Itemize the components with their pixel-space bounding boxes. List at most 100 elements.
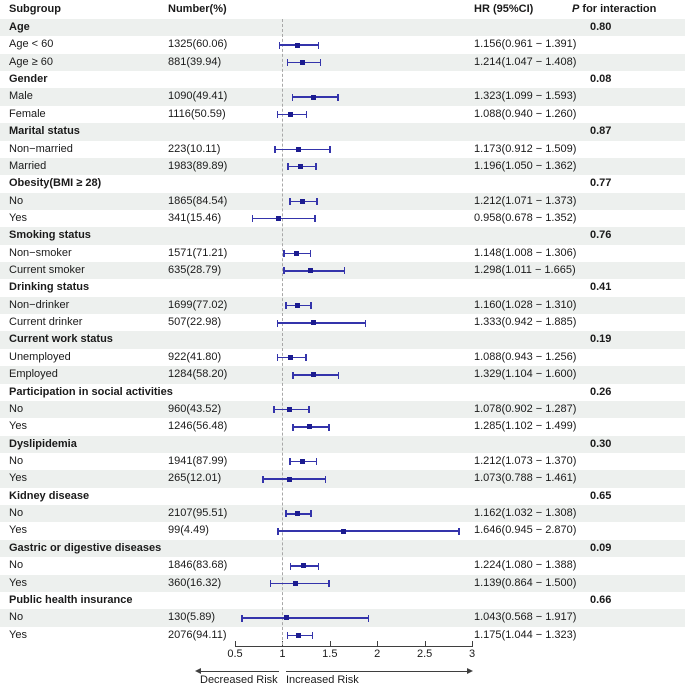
subgroup-label: No <box>9 611 24 624</box>
ci-cap-low <box>292 371 294 379</box>
x-axis-tick-label: 2 <box>374 648 381 660</box>
number-percent-value: 1246(56.48) <box>168 420 228 433</box>
group-label: Drinking status <box>9 281 90 294</box>
ci-cap-high <box>317 41 320 49</box>
number-percent-value: 960(43.52) <box>168 402 222 415</box>
ci-cap-low <box>285 510 287 518</box>
ci-cap-high <box>328 579 330 587</box>
hr-ci-value: 1.646(0.945 − 2.870) <box>474 524 577 537</box>
ci-cap-low <box>276 111 279 119</box>
hr-ci-value: 1.323(1.099 − 1.593) <box>474 90 577 103</box>
forest-rows: Age 0.80 Age < 60 1325(60.06) 1.156(0.961 − … <box>0 19 685 644</box>
group-label: Current work status <box>9 333 113 346</box>
subgroup-label: Non−smoker <box>9 246 72 259</box>
x-axis-line <box>235 646 473 647</box>
number-percent-value: 2107(95.51) <box>168 507 228 520</box>
table-row: Non−smoker 1571(71.21) 1.148(1.008 − 1.306… <box>0 245 685 262</box>
p-header-rest: for interaction <box>579 3 657 15</box>
group-row: Age 0.80 <box>0 19 685 37</box>
ci-cap-high <box>305 354 307 362</box>
ci-cap-high <box>310 510 312 518</box>
group-label: Dyslipidemia <box>9 437 77 450</box>
ci-cap-low <box>286 59 289 67</box>
number-percent-value: 1325(60.06) <box>168 38 228 51</box>
p-interaction-value: 0.76 <box>590 229 612 242</box>
group-label: Obesity(BMI ≥ 28) <box>9 177 102 190</box>
hr-ci-value: 1.162(1.032 − 1.308) <box>474 507 577 520</box>
number-percent-value: 1865(84.54) <box>168 194 228 207</box>
ci-cap-low <box>277 527 279 535</box>
subgroup-label: Married <box>9 159 47 172</box>
subgroup-label: Age ≥ 60 <box>9 55 53 68</box>
ci-cap-low <box>291 93 294 101</box>
reference-line <box>282 19 283 645</box>
hr-ci-value: 1.175(1.044 − 1.323) <box>474 628 577 641</box>
group-label: Gender <box>9 73 48 86</box>
p-interaction-value: 0.80 <box>590 21 612 33</box>
p-interaction-value: 0.41 <box>590 281 612 294</box>
p-interaction-value: 0.65 <box>590 489 612 502</box>
ci-cap-high <box>311 631 314 639</box>
ci-cap-high <box>305 111 308 119</box>
ci-cap-low <box>241 614 243 622</box>
number-percent-value: 130(5.89) <box>168 611 216 624</box>
hr-ci-value: 1.298(1.011 − 1.665) <box>474 264 576 277</box>
subgroup-label: Yes <box>9 472 27 485</box>
subgroup-label: Yes <box>9 211 27 224</box>
hr-ci-value: 1.088(0.940 − 1.260) <box>474 107 577 120</box>
group-row: Public health insurance 0.66 <box>0 592 685 609</box>
hr-ci-value: 1.043(0.568 − 1.917) <box>474 611 577 624</box>
x-axis-tick <box>329 641 331 646</box>
hr-ci-value: 1.160(1.028 − 1.310) <box>474 298 577 311</box>
subgroup-label: No <box>9 402 24 415</box>
number-percent-value: 99(4.49) <box>168 524 209 537</box>
p-interaction-value: 0.77 <box>590 177 612 190</box>
ci-cap-low <box>287 163 289 171</box>
ci-cap-high <box>364 319 367 327</box>
ci-cap-low <box>262 475 264 483</box>
hr-point-marker <box>296 146 302 152</box>
group-row: Drinking status 0.41 <box>0 279 685 296</box>
subgroup-label: Female <box>9 107 46 120</box>
number-percent-value: 2076(94.11) <box>168 628 227 641</box>
table-row: Employed 1284(58.20) 1.329(1.104 − 1.600) <box>0 366 685 384</box>
hr-point-marker <box>275 216 281 222</box>
number-percent-value: 1983(89.89) <box>168 159 228 172</box>
increased-risk-label: Increased Risk <box>286 674 359 686</box>
table-row: Yes 265(12.01) 1.073(0.788 − 1.461) <box>0 470 685 488</box>
hr-ci-value: 0.958(0.678 − 1.352) <box>474 211 577 224</box>
ci-cap-high <box>337 371 340 379</box>
ci-cap-high <box>314 215 316 223</box>
ci-bar <box>274 148 331 151</box>
x-axis-tick-label: 1.5 <box>322 648 338 660</box>
number-percent-value: 635(28.79) <box>168 264 222 277</box>
number-percent-value: 223(10.11) <box>168 142 221 155</box>
ci-cap-high <box>328 423 330 431</box>
group-row: Current work status 0.19 <box>0 331 685 349</box>
left-arrowhead-icon <box>195 668 201 674</box>
table-row: Female 1116(50.59) 1.088(0.940 − 1.260) <box>0 106 685 123</box>
table-row: Yes 99(4.49) 1.646(0.945 − 2.870) <box>0 522 685 539</box>
ci-cap-high <box>343 267 346 275</box>
ci-bar <box>283 270 346 272</box>
group-label: Participation in social activities <box>9 385 173 398</box>
p-interaction-value: 0.87 <box>590 125 612 138</box>
ci-cap-high <box>317 562 320 570</box>
number-percent-value: 1699(77.02) <box>168 298 228 311</box>
right-arrowhead-icon <box>467 668 473 674</box>
ci-bar <box>277 530 460 532</box>
ci-cap-low <box>274 145 276 153</box>
group-label: Age <box>9 21 30 33</box>
group-row: Kidney disease 0.65 <box>0 488 685 505</box>
ci-cap-low <box>273 406 275 414</box>
table-row: Non−married 223(10.11) 1.173(0.912 − 1.509… <box>0 141 685 158</box>
subgroup-label: No <box>9 559 24 572</box>
hr-point-marker <box>293 580 299 586</box>
table-row: No 1846(83.68) 1.224(1.080 − 1.388) <box>0 557 685 574</box>
hr-ci-value: 1.139(0.864 − 1.500) <box>474 576 577 589</box>
table-row: No 1941(87.99) 1.212(1.073 − 1.370) <box>0 453 685 470</box>
number-percent-value: 1941(87.99) <box>168 454 228 467</box>
group-row: Obesity(BMI ≥ 28) 0.77 <box>0 175 685 192</box>
hr-ci-value: 1.148(1.008 − 1.306) <box>474 246 577 259</box>
